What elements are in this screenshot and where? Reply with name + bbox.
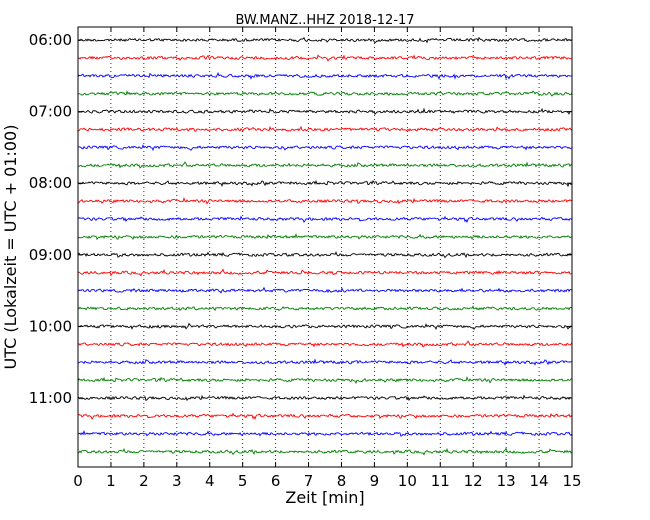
y-tick-label: 10:00	[29, 317, 72, 335]
y-tick-label: 07:00	[29, 103, 72, 121]
trace-row	[77, 161, 573, 169]
trace-row	[77, 72, 573, 80]
trace-row	[77, 90, 573, 97]
trace-row	[77, 125, 573, 132]
x-tick-label: 4	[205, 472, 215, 490]
trace-row	[77, 305, 573, 312]
y-tick-label: 11:00	[29, 389, 72, 407]
trace-row	[77, 268, 573, 277]
trace-row	[77, 215, 573, 224]
trace-row	[77, 286, 573, 294]
trace-row	[77, 375, 573, 385]
x-tick-label: 3	[172, 472, 182, 490]
plot-frame	[77, 26, 573, 468]
x-tick-label: 0	[73, 472, 83, 490]
y-tick-label: 09:00	[29, 246, 72, 264]
x-tick-label: 15	[562, 472, 581, 490]
x-tick-label: 8	[337, 472, 347, 490]
grid-lines	[110, 27, 540, 467]
trace-row	[77, 251, 573, 259]
y-axis-label: UTC (Lokalzeit = UTC + 01:00)	[1, 125, 20, 370]
x-tick-label: 2	[139, 472, 149, 490]
x-tick-label: 13	[497, 472, 516, 490]
trace-row	[77, 340, 573, 348]
y-tick-label: 06:00	[29, 31, 72, 49]
x-tick-label: 14	[530, 472, 549, 490]
chart-title: BW.MANZ..HHZ 2018-12-17	[235, 13, 414, 28]
x-tick-label: 5	[238, 472, 248, 490]
trace-row	[77, 232, 573, 241]
x-tick-label: 1	[106, 472, 116, 490]
trace-row	[77, 429, 573, 437]
x-tick-label: 6	[271, 472, 281, 490]
trace-row	[77, 36, 573, 44]
y-tick-label: 08:00	[29, 174, 72, 192]
trace-row	[77, 394, 573, 402]
trace-row	[77, 358, 573, 367]
x-tick-label: 12	[464, 472, 483, 490]
trace-row	[77, 144, 573, 152]
trace-row	[77, 322, 573, 331]
trace-row	[77, 447, 573, 456]
x-axis-ticks: 0 1 2 3 4 5 6 7 8 9 10 11 12 13 14 15	[73, 27, 582, 490]
x-tick-label: 9	[370, 472, 380, 490]
x-tick-label: 11	[431, 472, 450, 490]
trace-row	[77, 412, 573, 420]
trace-row	[77, 107, 573, 115]
x-tick-label: 10	[398, 472, 417, 490]
seismic-traces	[77, 36, 573, 456]
y-axis-ticks: 06:00 07:00 08:00 09:00 10:00 11:00	[29, 31, 572, 407]
x-tick-label: 7	[304, 472, 314, 490]
trace-row	[77, 196, 573, 205]
trace-row	[77, 54, 573, 62]
trace-row	[77, 179, 573, 188]
x-axis-label: Zeit [min]	[285, 488, 364, 507]
